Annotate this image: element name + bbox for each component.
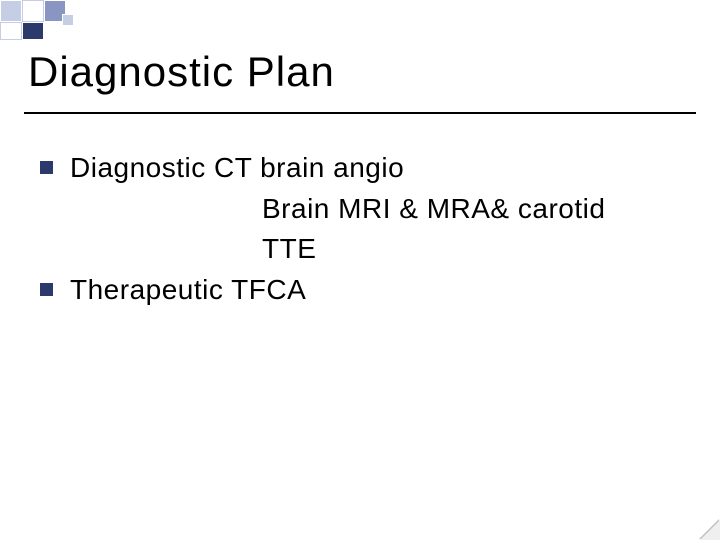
square-bullet-icon <box>40 161 53 174</box>
slide-title: Diagnostic Plan <box>28 48 335 96</box>
title-underline <box>24 112 696 114</box>
bullet-label: Therapeutic <box>70 274 223 305</box>
decor-square <box>62 14 74 26</box>
decor-square <box>22 22 44 40</box>
bullet-subline: TTE <box>40 229 692 270</box>
decor-square <box>0 0 22 22</box>
square-bullet-icon <box>40 283 53 296</box>
slide: Diagnostic Plan Diagnostic CT brain angi… <box>0 0 720 540</box>
decor-square <box>0 22 22 40</box>
bullet-value: TFCA <box>231 274 306 305</box>
corner-decor <box>0 0 200 40</box>
bullet-item: Diagnostic CT brain angio <box>40 148 692 189</box>
bullet-label: Diagnostic <box>70 152 206 183</box>
decor-square <box>22 0 44 22</box>
bullet-item: Therapeutic TFCA <box>40 270 692 311</box>
bullet-value: CT brain angio <box>214 152 404 183</box>
bullet-subline: Brain MRI & MRA& carotid <box>40 189 692 230</box>
slide-body: Diagnostic CT brain angio Brain MRI & MR… <box>40 148 692 310</box>
page-fold-icon <box>700 520 720 540</box>
